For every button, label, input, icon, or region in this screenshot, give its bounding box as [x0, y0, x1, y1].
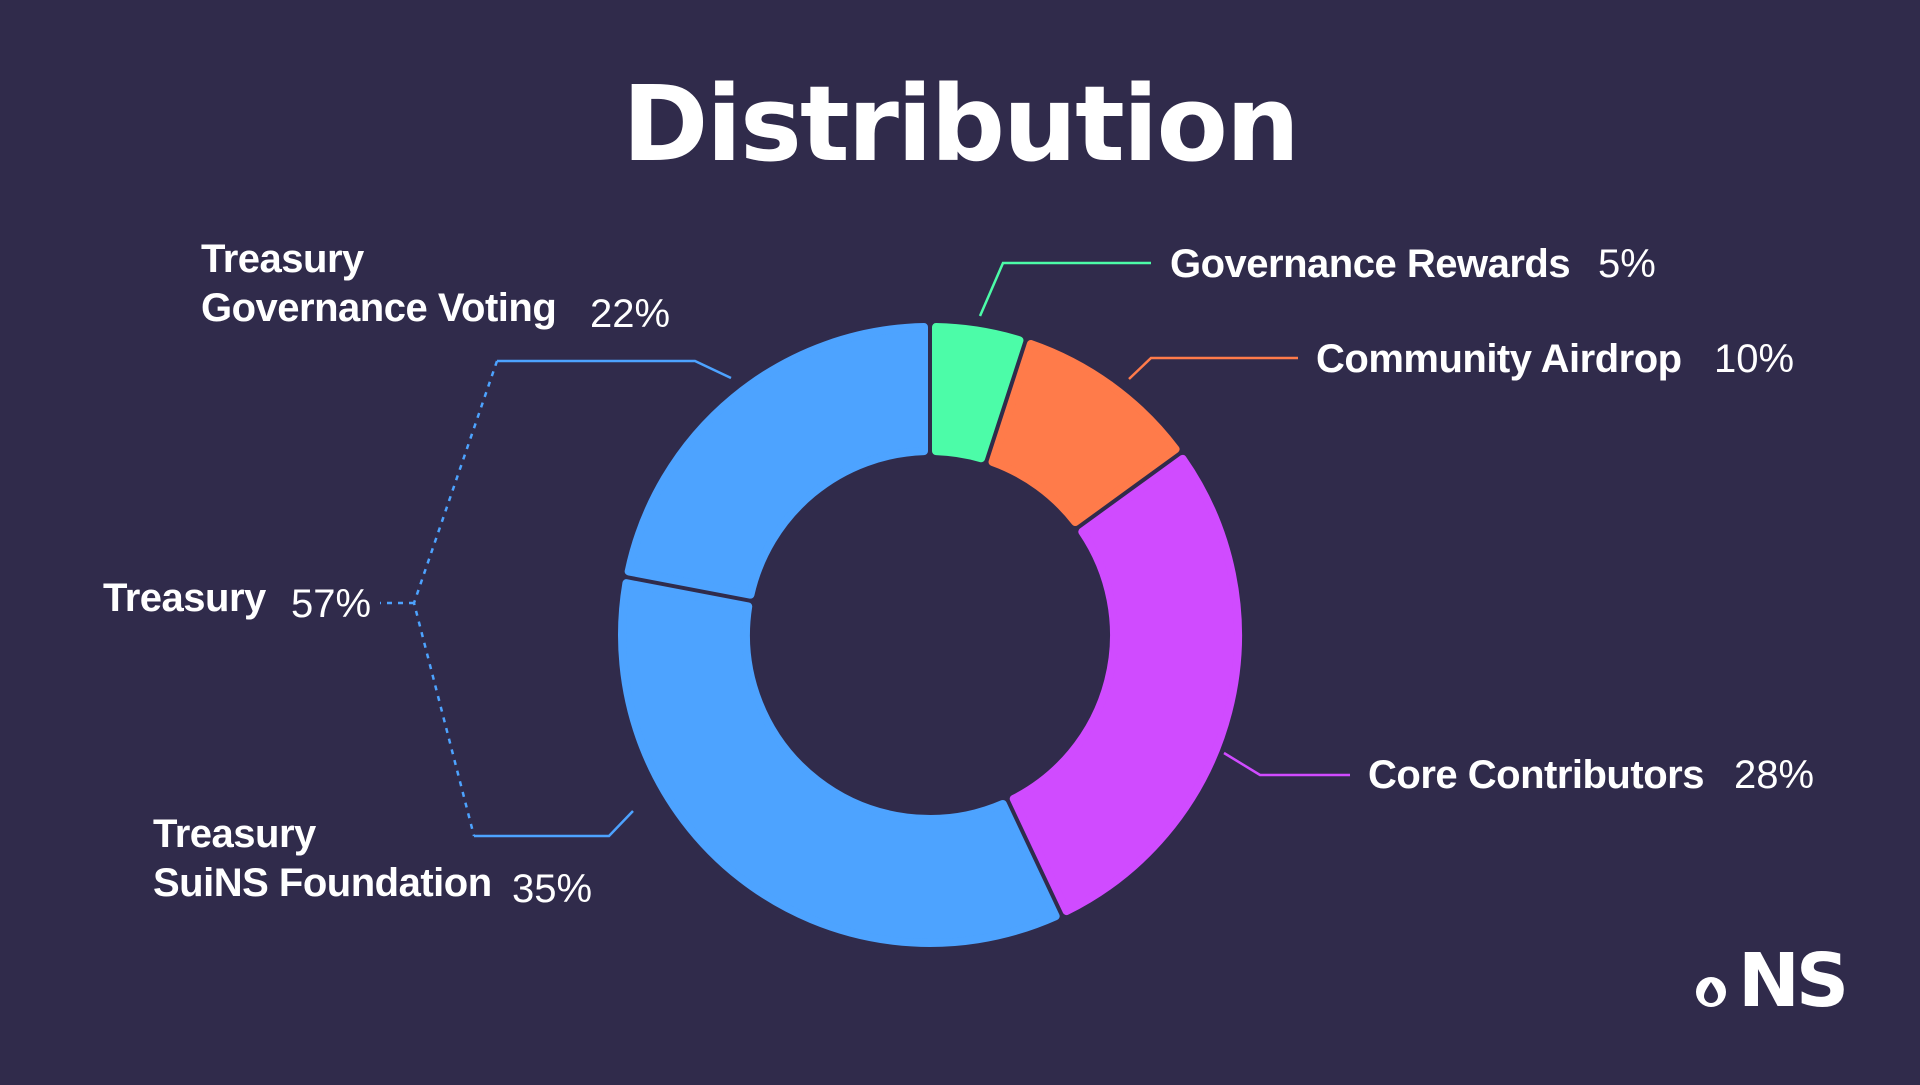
page-title: Distribution: [622, 63, 1298, 185]
logo-text: NS: [1738, 938, 1845, 1024]
leader-line-governance-rewards: [978, 261, 1151, 317]
label-core-pct: 28%: [1734, 753, 1814, 797]
suins-logo: NS: [1696, 938, 1849, 1024]
label-gov-voting-line1: Treasury: [201, 237, 365, 281]
slice-governance-rewards: [931, 323, 1024, 463]
label-foundation-line2: SuiNS Foundation: [153, 861, 492, 905]
leader-line-community-airdrop: [1128, 356, 1298, 380]
leader-line-core-contributors: [1223, 751, 1350, 777]
label-treasury-total-pct: 57%: [291, 582, 371, 626]
label-gov-rewards: Governance Rewards: [1170, 242, 1570, 286]
label-gov-voting-line2: Governance Voting: [201, 286, 556, 330]
slice-treasury-suins-foundation: [618, 579, 1060, 947]
label-airdrop-pct: 10%: [1714, 337, 1794, 381]
label-core: Core Contributors: [1368, 753, 1704, 797]
donut-slices: [618, 323, 1242, 947]
label-foundation-line1: Treasury: [153, 812, 317, 856]
leader-lines: [380, 261, 1350, 838]
drop-shape: [1704, 982, 1718, 1003]
leader-line-foundation: [474, 810, 634, 838]
label-gov-rewards-pct: 5%: [1598, 242, 1656, 286]
slice-core-contributors: [1009, 454, 1242, 916]
label-treasury-total: Treasury: [103, 576, 267, 620]
leader-line-governance-voting: [497, 359, 732, 380]
label-airdrop: Community Airdrop: [1316, 337, 1682, 381]
label-foundation-pct: 35%: [512, 867, 592, 911]
slice-community-airdrop: [988, 339, 1180, 527]
label-gov-voting-pct: 22%: [590, 292, 670, 336]
slice-treasury-governance-voting: [624, 323, 929, 599]
treasury-bracket: [412, 360, 499, 837]
